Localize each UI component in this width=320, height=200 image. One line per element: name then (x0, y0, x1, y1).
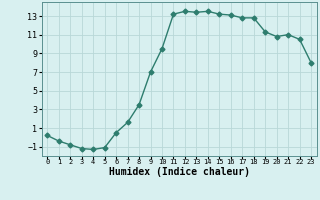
X-axis label: Humidex (Indice chaleur): Humidex (Indice chaleur) (109, 167, 250, 177)
